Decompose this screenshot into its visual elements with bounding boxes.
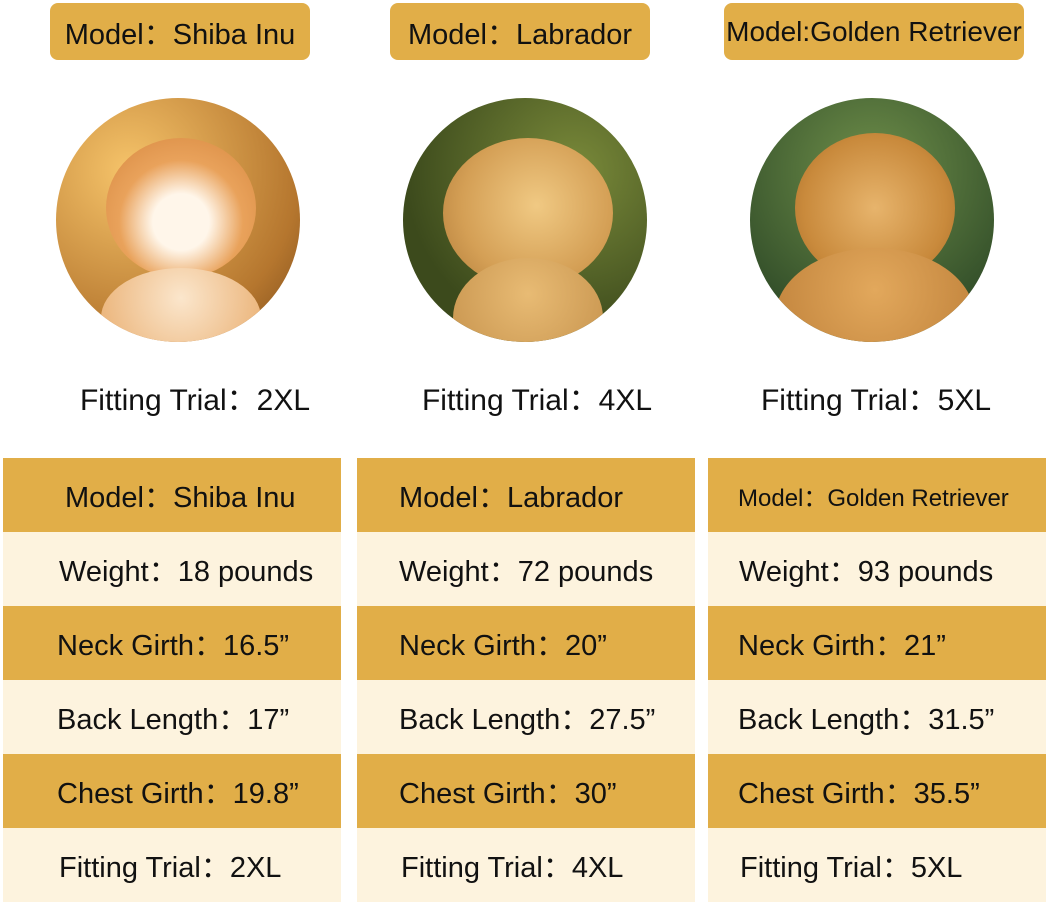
table-row-fitting-trial: Fitting Trial：5XL (708, 828, 1046, 902)
golden-retriever-photo (750, 98, 994, 342)
model-badge-labrador: Model：Labrador (390, 3, 650, 60)
table-row-model: Model：Golden Retriever (708, 458, 1046, 532)
size-table-labrador: Model：Labrador Weight：72 pounds Neck Gir… (357, 458, 695, 902)
fitting-trial-label: Fitting Trial：4XL (421, 384, 653, 417)
table-row-back-length: Back Length：17” (3, 680, 341, 754)
table-row-back-length: Back Length：31.5” (708, 680, 1046, 754)
table-row-weight: Weight：18 pounds (3, 532, 341, 606)
table-row-fitting-trial: Fitting Trial：2XL (3, 828, 341, 902)
badge-label: Model：Labrador (407, 18, 633, 51)
table-row-chest-girth: Chest Girth：35.5” (708, 754, 1046, 828)
badge-label: Model:Golden Retriever (726, 15, 1022, 47)
model-badge-shiba-inu: Model：Shiba Inu (50, 3, 310, 60)
table-row-chest-girth: Chest Girth：30” (357, 754, 695, 828)
shiba-inu-photo (56, 98, 300, 342)
table-row-back-length: Back Length：27.5” (357, 680, 695, 754)
table-row-model: Model：Labrador (357, 458, 695, 532)
size-table-shiba-inu: Model：Shiba Inu Weight：18 pounds Neck Gi… (3, 458, 341, 902)
table-row-neck-girth: Neck Girth：16.5” (3, 606, 341, 680)
model-badge-golden-retriever: Model:Golden Retriever (724, 3, 1024, 60)
table-row-neck-girth: Neck Girth：21” (708, 606, 1046, 680)
table-row-fitting-trial: Fitting Trial：4XL (357, 828, 695, 902)
table-row-chest-girth: Chest Girth：19.8” (3, 754, 341, 828)
table-row-neck-girth: Neck Girth：20” (357, 606, 695, 680)
labrador-photo (403, 98, 647, 342)
fitting-trial-label: Fitting Trial：5XL (760, 384, 992, 417)
badge-label: Model：Shiba Inu (64, 18, 296, 51)
size-table-golden-retriever: Model：Golden Retriever Weight：93 pounds … (708, 458, 1046, 902)
table-row-weight: Weight：93 pounds (708, 532, 1046, 606)
fitting-trial-label: Fitting Trial：2XL (79, 384, 311, 417)
table-row-model: Model：Shiba Inu (3, 458, 341, 532)
table-row-weight: Weight：72 pounds (357, 532, 695, 606)
